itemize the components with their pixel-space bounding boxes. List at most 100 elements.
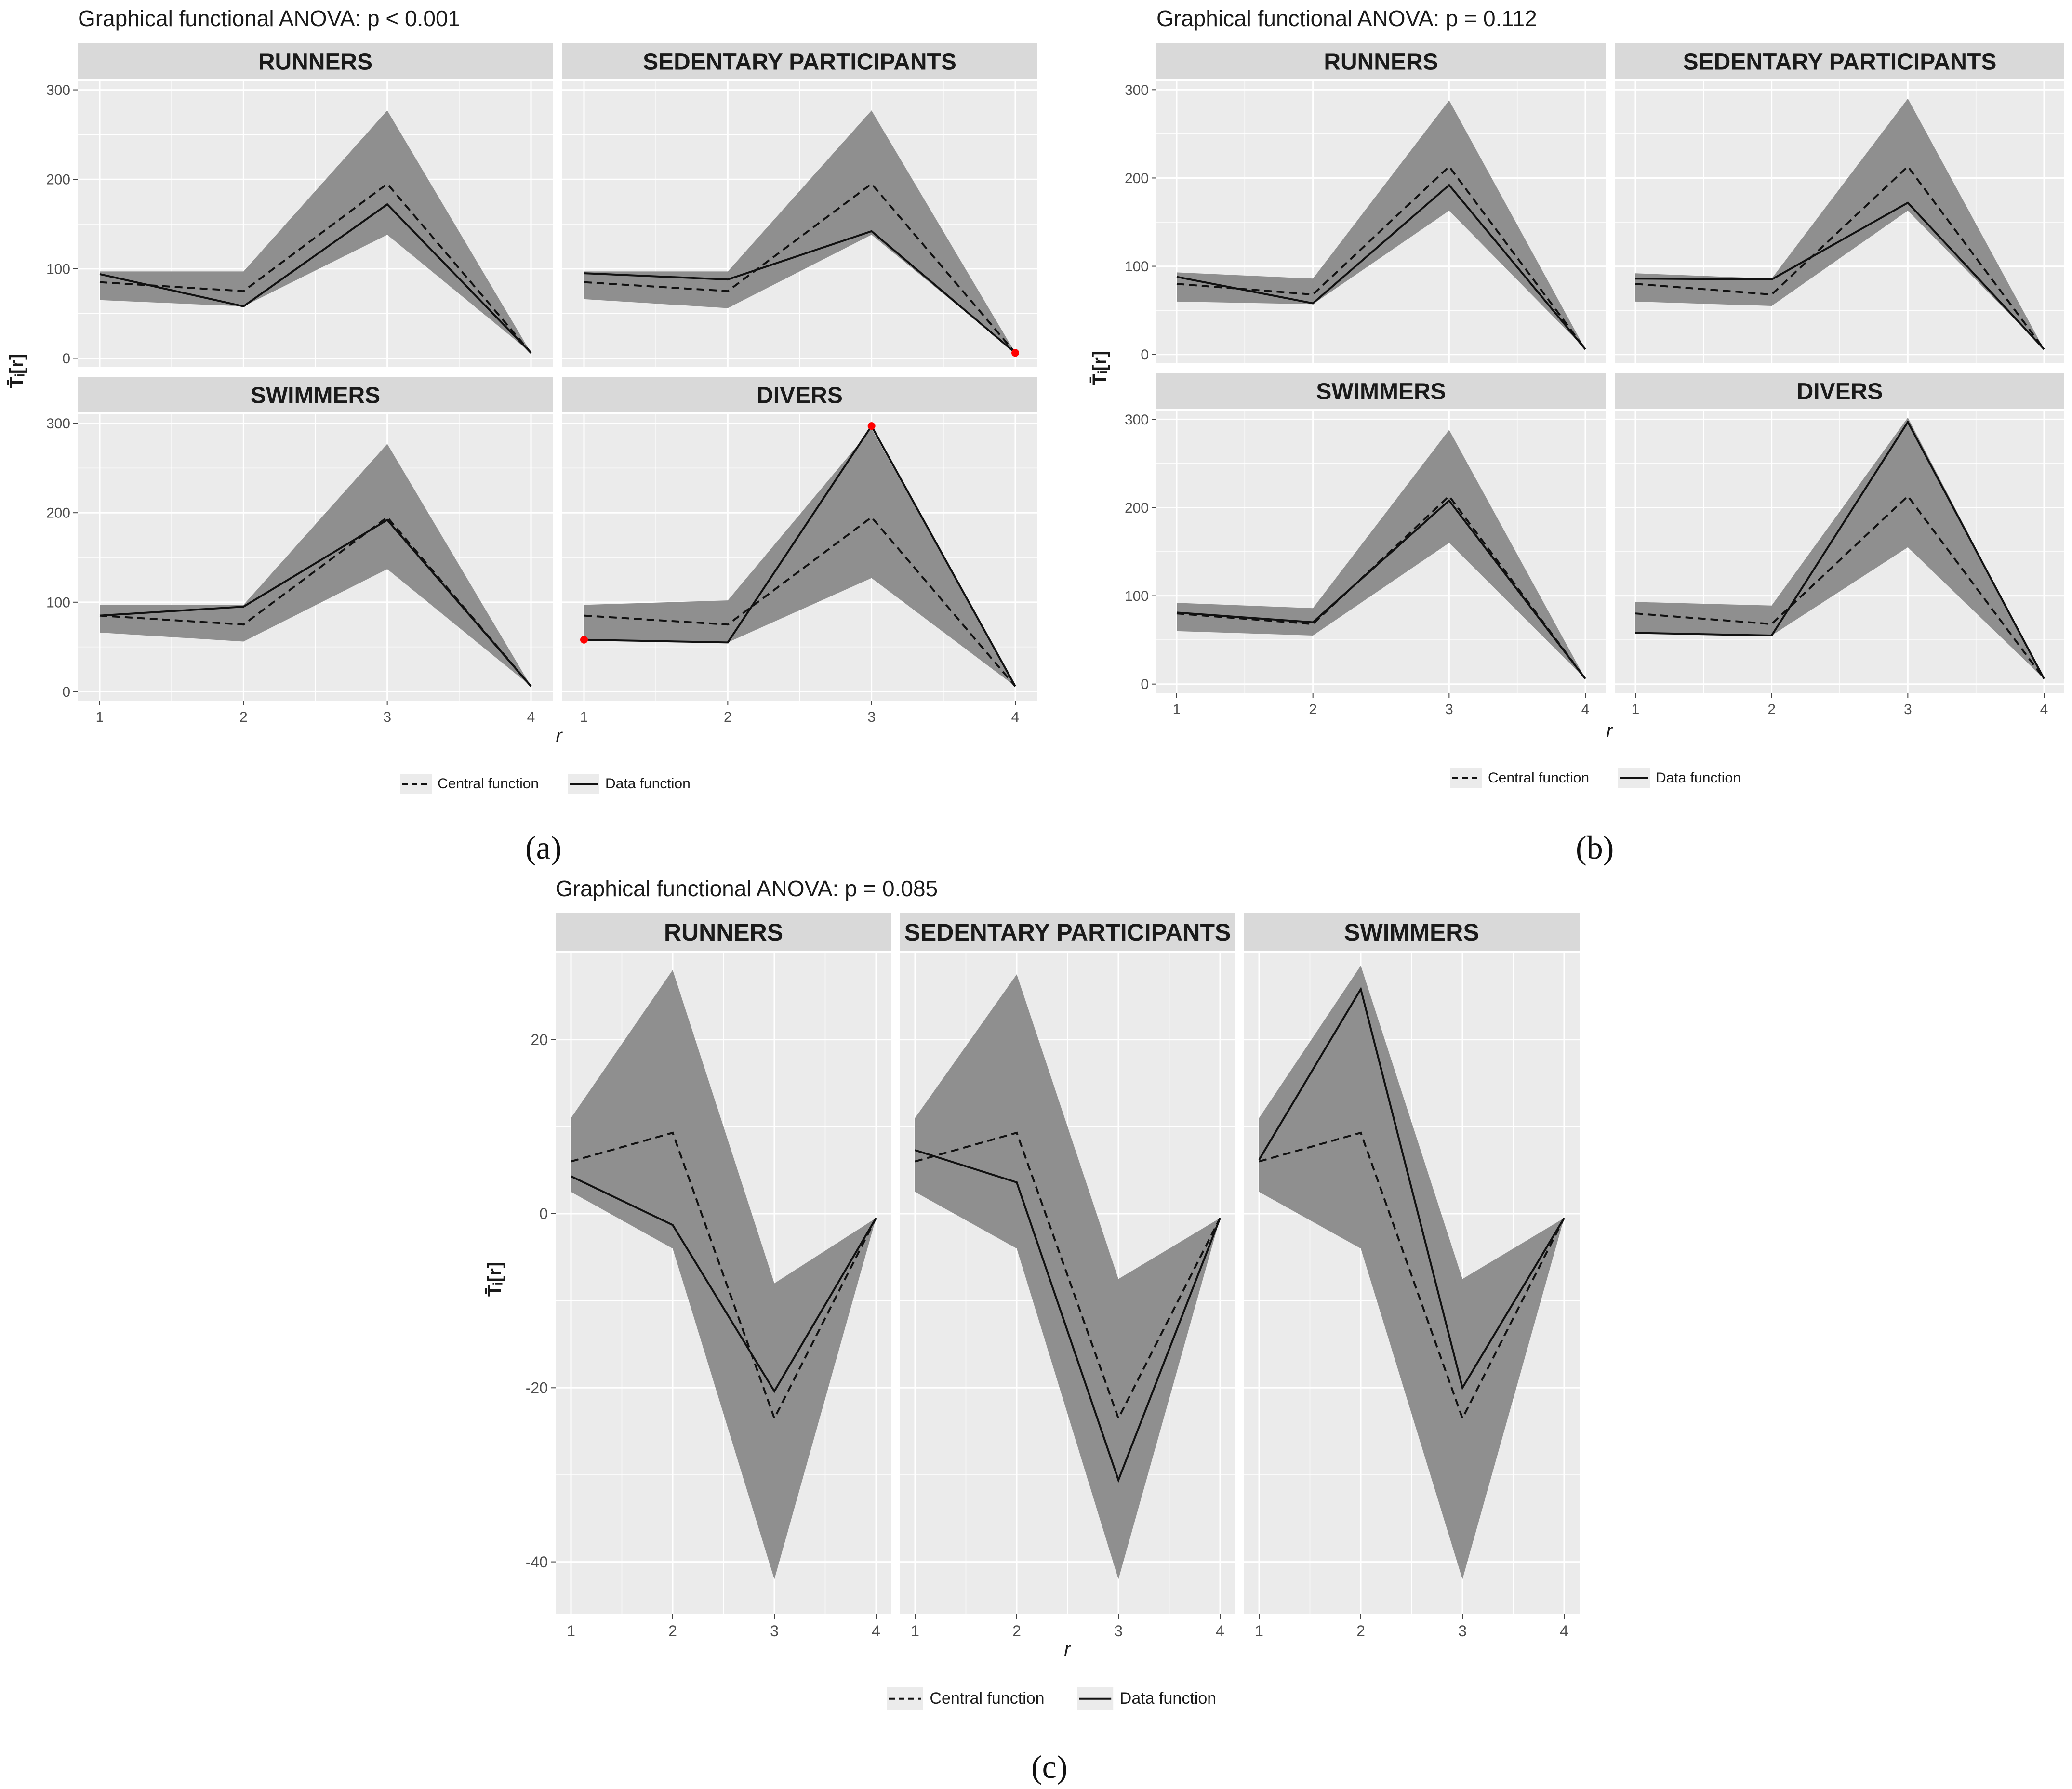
figure-a: Graphical functional ANOVA: p < 0.001 RUN… (6, 6, 1037, 866)
panel-divers: DIVERS 1 2 3 4 (1615, 373, 2064, 717)
figure-b: Graphical functional ANOVA: p = 0.112 RUN… (1089, 6, 2064, 866)
figure-title: Graphical functional ANOVA: p < 0.001 (78, 6, 460, 31)
x-tick-label: 4 (1560, 1622, 1568, 1640)
central-function-line (1635, 494, 2045, 679)
panel-strip (562, 377, 1037, 412)
x-tick-label: 2 (239, 709, 248, 725)
x-tick-label: 1 (1632, 702, 1640, 717)
x-tick-label: 1 (567, 1622, 575, 1640)
y-axis-title: T̄ᵢ[r] (1089, 351, 1110, 385)
envelope-band (1635, 98, 2044, 349)
panel-strip (1156, 43, 1606, 79)
panel-runners: RUNNERS 0 100 200 300 (1125, 43, 1606, 363)
figure-sub-label: (a) (525, 829, 561, 866)
central-function-line (571, 1131, 877, 1421)
panel-divers: DIVERS 1 2 3 4 (562, 377, 1037, 725)
panel-strip (900, 913, 1235, 951)
envelope-band (1635, 417, 2044, 679)
x-tick-label: 2 (1012, 1622, 1021, 1640)
legend-label-data: Data function (1120, 1689, 1216, 1708)
figure-sub-label: (c) (1031, 1749, 1067, 1785)
x-tick-label: 2 (724, 709, 732, 725)
data-function-line (99, 518, 532, 687)
outlier-point (867, 422, 876, 430)
panel-strip-title: DIVERS (757, 383, 843, 408)
x-tick-label: 2 (1309, 702, 1317, 717)
panel-strip (78, 43, 553, 79)
central-function-line (1259, 1131, 1565, 1421)
x-axis-title: r (1064, 1639, 1071, 1660)
y-tick-label: 200 (1125, 171, 1149, 186)
y-tick-label: 300 (46, 82, 70, 98)
panel-strip-title: SWIMMERS (251, 383, 380, 408)
panel-strip (78, 377, 553, 412)
legend: Central function Data function (400, 774, 691, 794)
y-tick-label: 100 (1125, 588, 1149, 604)
panel-strip (1244, 913, 1580, 951)
x-tick-label: 3 (1904, 702, 1912, 717)
data-function-line (1635, 420, 2045, 679)
data-function-line (1176, 499, 1586, 679)
x-tick-label: 1 (1255, 1622, 1263, 1640)
panel-runners: RUNNERS 0 100 200 300 (46, 43, 553, 367)
outlier-point (1011, 349, 1019, 357)
x-tick-label: 2 (1767, 702, 1776, 717)
x-tick-label: 2 (1356, 1622, 1365, 1640)
central-function-line (1635, 165, 2045, 350)
x-tick-label: 4 (1216, 1622, 1224, 1640)
x-tick-label: 4 (2040, 702, 2048, 717)
y-tick-label: 300 (46, 416, 70, 432)
y-tick-label: 300 (1125, 82, 1149, 98)
figure-title: Graphical functional ANOVA: p = 0.112 (1156, 6, 1537, 31)
x-tick-label: 1 (580, 709, 588, 725)
panel-sedentary-participants: SEDENTARY PARTICIPANTS (1615, 43, 2064, 363)
legend-label-central: Central function (930, 1689, 1044, 1708)
envelope-band (1259, 966, 1564, 1579)
envelope-band (1177, 430, 1585, 679)
y-axis-title: T̄ᵢ[r] (484, 1262, 505, 1297)
data-function-line (99, 203, 532, 354)
envelope-band (1177, 100, 1585, 349)
y-tick-label: 200 (46, 172, 70, 188)
panel-strip-title: RUNNERS (664, 919, 783, 946)
y-tick-label: 100 (46, 595, 70, 610)
y-tick-label: 0 (62, 351, 70, 367)
data-function-line (584, 424, 1016, 687)
panel-swimmers: SWIMMERS 0 100 200 300 1 2 3 4 (46, 377, 553, 725)
data-function-line (1635, 201, 2045, 350)
panel-swimmers: SWIMMERS 0 100 200 300 1 2 3 4 (1125, 373, 1606, 717)
x-tick-label: 3 (1445, 702, 1453, 717)
panel-strip-title: SWIMMERS (1316, 379, 1446, 404)
figure-c: Graphical functional ANOVA: p = 0.085 RUN… (484, 876, 1580, 1785)
legend-label-central: Central function (438, 776, 539, 792)
x-tick-label: 3 (867, 709, 876, 725)
data-function-line (1258, 986, 1565, 1391)
panel-strip (562, 43, 1037, 79)
figure-sub-label: (b) (1576, 829, 1614, 866)
data-function-line (1176, 184, 1586, 350)
legend-label-data: Data function (1656, 770, 1741, 786)
y-tick-label: 100 (1125, 259, 1149, 275)
x-tick-label: 3 (1114, 1622, 1123, 1640)
panel-strip-title: RUNNERS (258, 49, 372, 75)
x-tick-label: 2 (668, 1622, 677, 1640)
y-tick-label: 20 (531, 1031, 548, 1048)
x-tick-label: 1 (96, 709, 104, 725)
y-tick-label: 300 (1125, 412, 1149, 428)
envelope-band (584, 110, 1015, 353)
panel-strip (1156, 373, 1606, 409)
legend: Central function Data function (1450, 768, 1741, 788)
y-axis-title: T̄ᵢ[r] (6, 354, 27, 388)
y-tick-label: 0 (539, 1205, 548, 1222)
legend-label-central: Central function (1488, 770, 1589, 786)
x-axis-title: r (1606, 720, 1613, 742)
y-tick-label: 200 (1125, 500, 1149, 516)
data-function-line (584, 230, 1016, 354)
y-tick-label: 0 (1141, 676, 1149, 692)
data-function-line (915, 1149, 1221, 1483)
central-function-line (915, 1131, 1221, 1421)
x-axis-title: r (556, 725, 563, 746)
panel-sedentary-participants: SEDENTARY PARTICIPANTS 1 2 3 4 (900, 913, 1235, 1640)
panel-strip-title: DIVERS (1797, 379, 1883, 404)
